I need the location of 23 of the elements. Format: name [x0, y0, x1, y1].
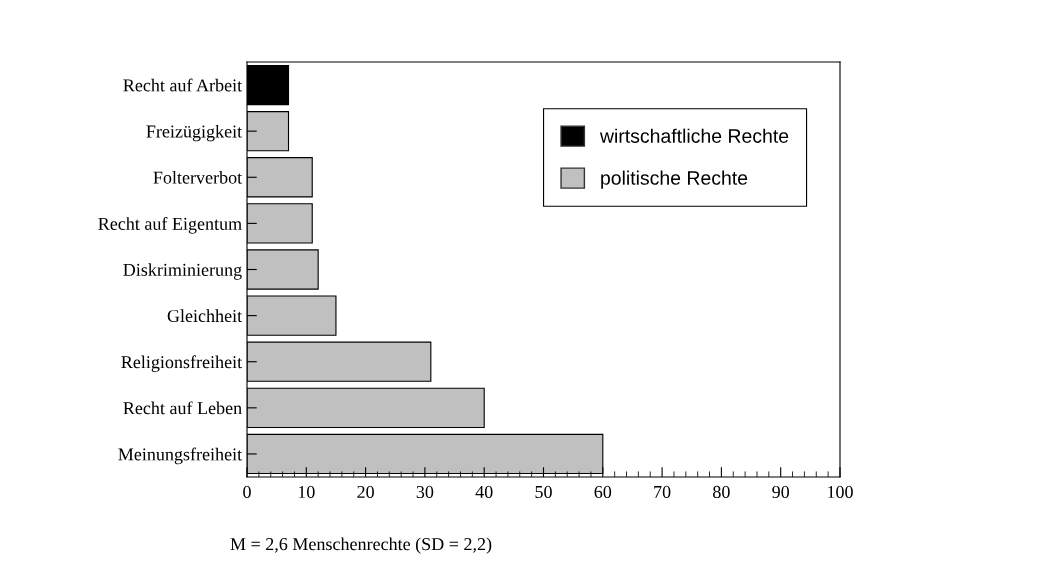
y-tick-label: Recht auf Leben — [123, 401, 242, 415]
x-tick-label: 90 — [772, 485, 790, 499]
text: M = 2,6 Menschenrechte (SD = 2,2) — [230, 537, 492, 554]
x-tick-label: 20 — [357, 485, 374, 499]
y-tick-label: Recht auf Eigentum — [98, 217, 242, 234]
x-tick-label: 60 — [594, 485, 612, 499]
x-tick-label: 10 — [298, 485, 315, 499]
y-tick-label: Folterverbot — [153, 171, 243, 184]
x-tick-label: 40 — [475, 485, 493, 499]
x-tick-label: 30 — [416, 485, 434, 499]
x-tick-label: 0 — [243, 485, 251, 499]
y-tick-label: Gleichheit — [167, 309, 243, 323]
x-tick-label: 80 — [713, 485, 730, 499]
y-tick-label: Religionsfreiheit — [121, 355, 243, 372]
y-tick-label: Freizügigkeit — [146, 124, 243, 142]
y-tick-label: Meinungsfreiheit — [118, 447, 243, 465]
x-tick-label: 70 — [654, 485, 671, 499]
x-tick-label: 50 — [535, 485, 552, 499]
x-tick-label: 100 — [828, 485, 853, 499]
legend-label: wirtschaftliche Rechte — [599, 128, 789, 143]
y-tick-label: Diskriminierung — [123, 263, 242, 280]
y-tick-label: Recht auf Arbeit — [123, 78, 243, 92]
legend-label: politische Rechte — [601, 170, 748, 189]
